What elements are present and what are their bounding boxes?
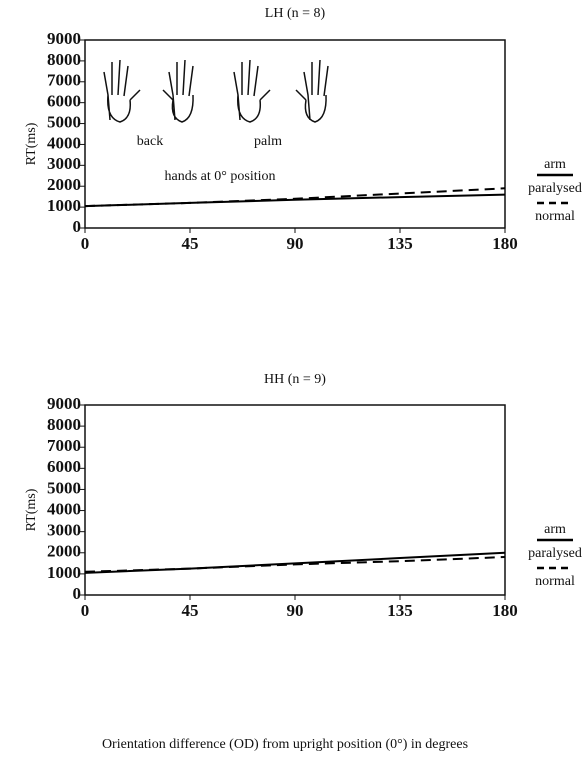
chart-title: LH (n = 8): [265, 6, 326, 21]
chart-title: HH (n = 9): [264, 372, 326, 387]
legend-label: normal: [535, 209, 575, 224]
hand-icons: [103, 59, 329, 123]
x-tick-label: 0: [81, 601, 90, 620]
y-tick-label: 8000: [47, 50, 81, 69]
x-axis-label: Orientation difference (OD) from upright…: [102, 737, 468, 752]
y-tick-label: 4000: [47, 133, 81, 152]
y-tick-label: 3000: [47, 521, 81, 540]
annotation: hands at 0° position: [165, 169, 276, 184]
y-tick-label: 9000: [47, 394, 81, 413]
x-tick-label: 45: [182, 234, 199, 253]
y-axis-label: RT(ms): [24, 122, 39, 165]
y-tick-label: 5000: [47, 478, 81, 497]
y-tick-label: 1000: [47, 563, 81, 582]
legend-label: paralysed: [528, 181, 582, 196]
x-tick-label: 45: [182, 601, 199, 620]
y-tick-label: 8000: [47, 415, 81, 434]
y-tick-label: 6000: [47, 92, 81, 111]
plot-frame: [84, 404, 506, 596]
y-axis-label: RT(ms): [24, 488, 39, 531]
x-tick-label: 90: [287, 601, 304, 620]
y-tick-label: 7000: [47, 71, 81, 90]
x-tick-label: 180: [492, 234, 518, 253]
series-line: [84, 556, 506, 573]
y-tick-label: 2000: [47, 175, 81, 194]
x-tick-label: 90: [287, 234, 304, 253]
y-tick-label: 9000: [47, 29, 81, 48]
y-tick-label: 1000: [47, 196, 81, 215]
x-tick-label: 135: [387, 234, 413, 253]
series-line: [84, 193, 506, 208]
y-tick-label: 7000: [47, 436, 81, 455]
x-tick-label: 0: [81, 234, 90, 253]
y-tick-label: 0: [73, 584, 82, 603]
y-tick-label: 6000: [47, 457, 81, 476]
x-tick-label: 135: [387, 601, 413, 620]
series-line: [84, 187, 506, 208]
y-tick-label: 3000: [47, 154, 81, 173]
x-tick-label: 180: [492, 601, 518, 620]
y-tick-label: 0: [73, 217, 82, 236]
y-tick-label: 2000: [47, 542, 81, 561]
legend-title: arm: [544, 522, 566, 537]
legend-label: normal: [535, 574, 575, 589]
annotation: back: [137, 134, 163, 149]
legend-title: arm: [544, 157, 566, 172]
annotation: palm: [254, 134, 282, 149]
y-tick-label: 5000: [47, 112, 81, 131]
series-line: [84, 551, 506, 574]
y-tick-label: 4000: [47, 499, 81, 518]
legend-label: paralysed: [528, 546, 582, 561]
